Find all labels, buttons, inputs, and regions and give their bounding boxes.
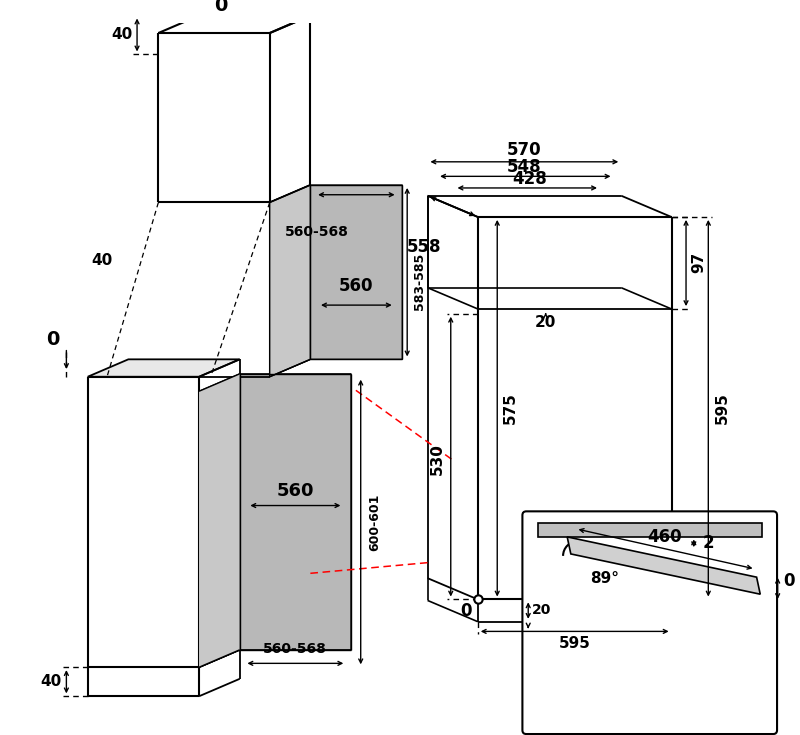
Text: 89°: 89° <box>590 570 619 586</box>
Text: 0: 0 <box>214 0 227 15</box>
Text: 600-601: 600-601 <box>368 493 381 551</box>
Text: 0: 0 <box>783 572 795 589</box>
Text: 97: 97 <box>691 252 706 273</box>
Polygon shape <box>199 374 351 667</box>
Text: 20: 20 <box>535 315 556 330</box>
Text: 595: 595 <box>714 392 730 423</box>
Text: 40: 40 <box>40 674 62 689</box>
Polygon shape <box>270 185 402 377</box>
Text: 40: 40 <box>111 27 132 43</box>
Text: 595: 595 <box>558 636 590 650</box>
Text: 560-568: 560-568 <box>263 642 327 656</box>
FancyBboxPatch shape <box>522 512 777 734</box>
Polygon shape <box>88 359 240 377</box>
Text: 0: 0 <box>46 331 59 349</box>
Text: 558: 558 <box>406 238 441 256</box>
Polygon shape <box>270 185 310 377</box>
Text: 575: 575 <box>503 392 518 423</box>
Text: 560: 560 <box>338 277 373 295</box>
Text: 428: 428 <box>512 171 546 188</box>
Text: 460: 460 <box>647 528 682 545</box>
Polygon shape <box>567 537 760 594</box>
Text: 530: 530 <box>430 443 445 475</box>
Text: 40: 40 <box>91 253 113 268</box>
Text: 0: 0 <box>461 602 472 620</box>
Text: 560-568: 560-568 <box>286 224 349 239</box>
Polygon shape <box>538 523 762 537</box>
Text: 548: 548 <box>507 157 542 176</box>
Text: 583-585: 583-585 <box>414 252 426 309</box>
Polygon shape <box>199 374 240 667</box>
Text: 570: 570 <box>507 141 542 159</box>
Text: 20: 20 <box>532 603 551 617</box>
Text: 560: 560 <box>276 482 314 500</box>
Text: 2: 2 <box>702 534 714 552</box>
